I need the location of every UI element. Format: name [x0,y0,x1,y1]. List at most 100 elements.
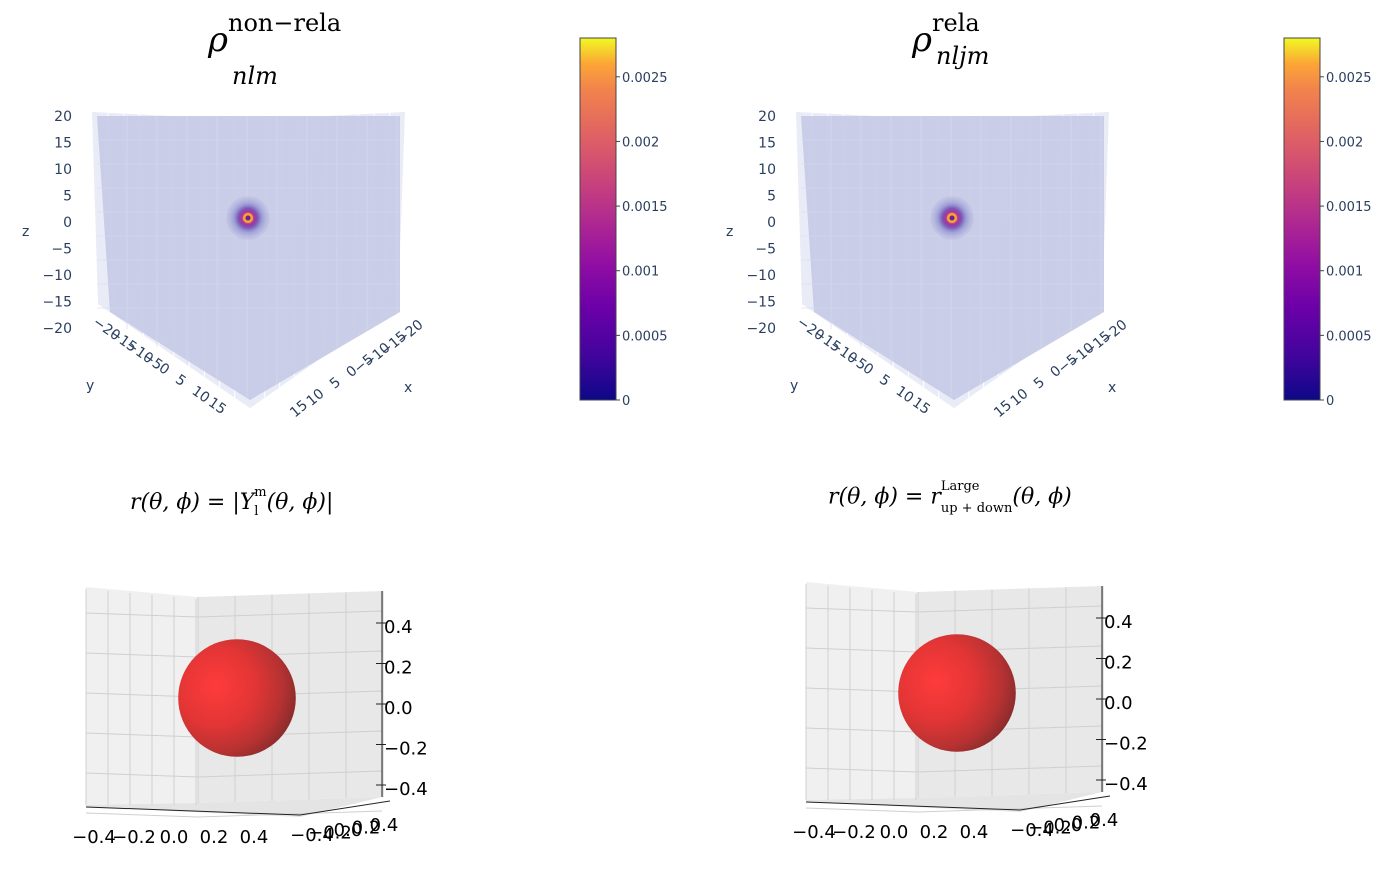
grid-line [197,770,383,778]
y-tick-label: 5 [876,372,892,390]
z-tick-label: −0.2 [1104,734,1148,755]
y-axis-label: y [790,378,798,394]
y-axis-line [1019,795,1111,811]
z-tick-label: 0.2 [384,658,413,679]
z-tick-label: −20 [42,321,72,337]
density-3d-plot-right[interactable]: 20151050−5−10−15−20z−20−15−10−5051015y−2… [704,90,1164,420]
z-tick-label: −5 [51,242,72,258]
x-tick-label: −0.4 [72,827,116,848]
colorbar-tick-label: 0.0005 [622,329,668,344]
right-formula: r(θ, ϕ) = r Large up + down (θ, ϕ) [828,480,1072,515]
y-tick-label: −0.2 [308,823,352,844]
grid-line [85,772,199,778]
grid-line [197,810,383,818]
sphere-surface [898,634,1016,752]
sphere-3d-plot-left[interactable]: 0.40.20.0−0.2−0.4−0.4−0.2 0.0 0.2 0.4 −0.4−0… [50,575,450,860]
x-tick-label: 0.4 [240,827,269,848]
grid-line [805,807,919,813]
y-tick-label: 0.2 [352,818,381,839]
z-tick-label: 15 [54,136,72,152]
colorbar-tick-label: 0.0015 [622,200,668,215]
floor-pane [806,792,1102,812]
z-tick-label: −20 [746,321,776,337]
colorbar-tick-label: 0.002 [1326,135,1363,150]
grid-line [85,612,199,618]
z-tick-label: 0 [767,215,776,231]
right-formula-sup: Large [940,479,980,494]
x-tick-label: −0.4 [792,822,836,843]
grid-line [85,812,199,818]
x-tick-label: 15 [287,397,311,420]
x-axis-label: x [404,380,412,396]
y-tick-label: 0.0 [1054,815,1083,836]
y-tick-label: 0.4 [370,815,399,836]
left-formula-sub: l [254,504,259,519]
grid-line [917,805,1103,813]
density-volume [97,116,400,400]
z-tick-label: −15 [42,295,72,311]
y-tick-label: 0.2 [1072,813,1101,834]
z-tick-label: −10 [42,268,72,284]
back-pane-left [806,582,918,800]
x-tick-label: −0.2 [832,822,876,843]
right-formula-rhs: (θ, ϕ) [1012,484,1072,510]
z-tick-label: 0 [63,215,72,231]
right-title-subscript: nljm [936,42,990,70]
z-tick-label: 20 [54,109,72,125]
y-tick-label: −0.2 [1028,818,1072,839]
y-tick-label: −0.4 [290,825,334,846]
z-tick-label: −0.4 [1104,774,1148,795]
z-tick-label: 0.0 [1104,693,1133,714]
left-title-base: ρ [208,20,228,60]
colorbar-tick-label: 0.0025 [622,71,668,86]
sphere-3d-plot-right[interactable]: 0.40.20.0−0.2−0.4−0.4−0.2 0.0 0.2 0.4 −0.4−0… [770,570,1170,855]
x-tick-label: 0.2 [200,827,229,848]
colorbar-tick-label: 0 [622,394,630,409]
x-axis-line [85,806,301,816]
y-axis-label: y [86,378,94,394]
colorbar-tick-label: 0 [1326,394,1334,409]
sphere-surface [178,639,296,757]
z-tick-label: 10 [758,162,776,178]
z-tick-label: −0.4 [384,779,428,800]
z-tick-label: 5 [767,189,776,205]
y-tick-label: −0.4 [1010,820,1054,841]
z-tick-label: −15 [746,295,776,311]
grid-line [805,767,919,773]
z-tick-label: 15 [758,136,776,152]
colorbar-tick-label: 0.001 [1326,265,1363,280]
z-tick-label: −0.2 [384,739,428,760]
y-tick-label: 0.0 [334,820,363,841]
y-tick-label: 5 [172,372,188,390]
grid-line [805,607,919,613]
grid-line [805,647,919,653]
x-tick-label: 0.0 [880,822,909,843]
grid-line [917,605,1103,613]
x-axis-label: x [1108,380,1116,396]
z-tick-label: −5 [755,242,776,258]
z-tick-label: 0.0 [384,698,413,719]
grid-line [197,610,383,618]
x-axis-line [805,801,1021,811]
back-pane-left [86,587,198,805]
x-tick-label: 0.2 [920,822,949,843]
density-3d-plot-left[interactable]: 20151050−5−10−15−20z−20−15−10−5051015y−2… [0,90,460,420]
left-title-subscript: nlm [232,62,278,90]
grid-line [917,765,1103,773]
density-volume [801,116,1104,400]
floor-pane [86,797,382,817]
density-peak-center [949,215,955,221]
z-axis-label: z [726,224,733,240]
z-tick-label: 20 [758,109,776,125]
left-formula-lhs: r(θ, ϕ) = |Y [130,490,255,515]
x-tick-label: 5 [327,374,344,392]
x-tick-label: 0.4 [960,822,989,843]
left-formula: r(θ, ϕ) = |Y m l (θ, ϕ)| [130,486,333,519]
z-tick-label: 0.2 [1104,653,1133,674]
y-tick-label: 0.4 [1090,810,1119,831]
z-tick-label: 0.4 [1104,612,1133,633]
colorbar-tick-label: 0.0005 [1326,329,1372,344]
colorbar-right: 0 0.0005 0.001 0.0015 0.002 0.0025 [1283,37,1372,409]
z-tick-label: −10 [746,268,776,284]
colorbar-tick-label: 0.0025 [1326,71,1372,86]
